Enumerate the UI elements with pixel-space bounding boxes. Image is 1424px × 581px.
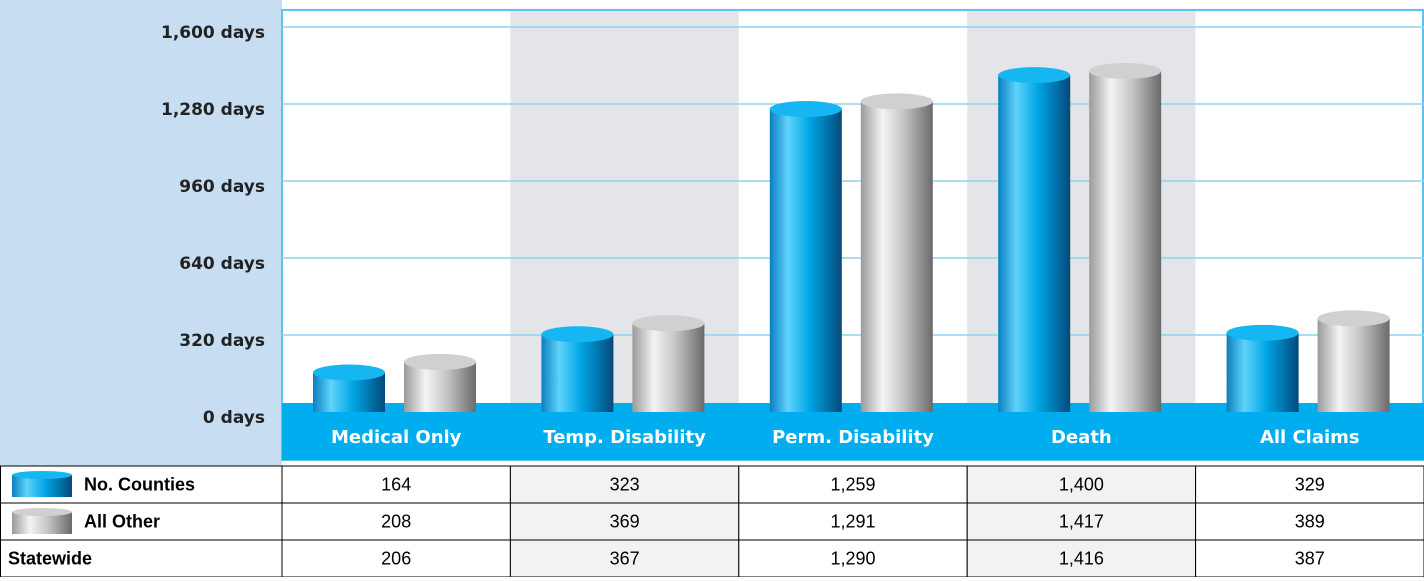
bar-top: [1226, 324, 1299, 341]
legend-icon-top: [12, 471, 72, 479]
table-value: 208: [381, 511, 411, 531]
table-cell-bg: [509, 465, 740, 504]
bar-body: [632, 323, 705, 412]
bar-body: [1089, 71, 1162, 413]
table-value: 1,290: [830, 548, 875, 568]
bar-top: [1089, 63, 1162, 80]
bar: [1226, 324, 1299, 412]
bar: [541, 326, 614, 412]
bar-body: [541, 334, 614, 412]
x-tick-label: Perm. Disability: [772, 427, 934, 448]
bar: [1089, 63, 1162, 413]
x-tick-label: Temp. Disability: [543, 427, 706, 448]
table-value: 323: [610, 474, 640, 494]
y-tick-label: 640 days: [179, 254, 265, 274]
axis-panel: [0, 0, 282, 466]
bar-body: [769, 109, 842, 412]
bar: [632, 315, 705, 412]
y-tick-label: 1,280 days: [161, 100, 265, 120]
table-value: 369: [610, 511, 640, 531]
table-value: 389: [1295, 511, 1325, 531]
table-value: 367: [610, 548, 640, 568]
table-cell-bg: [509, 539, 740, 578]
bar: [313, 364, 385, 412]
legend-icon-body: [12, 512, 72, 534]
table-value: 329: [1295, 474, 1325, 494]
table-value: 1,400: [1059, 474, 1104, 494]
table-value: 1,416: [1059, 548, 1104, 568]
bar-top: [998, 67, 1071, 84]
table-cell-bg: [281, 539, 511, 578]
bar-top: [1317, 310, 1390, 327]
legend-icon: [12, 471, 72, 497]
bar-top: [313, 364, 385, 381]
x-tick-label: Medical Only: [331, 427, 462, 448]
y-tick-label: 320 days: [179, 331, 265, 351]
bar-body: [1317, 318, 1390, 412]
table-value: 1,259: [830, 474, 875, 494]
x-tick-label: Death: [1051, 427, 1112, 448]
table-cell-bg: [281, 465, 511, 504]
bar-top: [769, 101, 842, 118]
table-value: 164: [381, 474, 411, 494]
table-value: 387: [1295, 548, 1325, 568]
category-band: [282, 403, 1424, 460]
bar-top: [632, 315, 705, 332]
table-value: 1,417: [1059, 511, 1104, 531]
column-bg: [282, 10, 511, 410]
bar-body: [404, 361, 476, 412]
table-value: 206: [381, 548, 411, 568]
legend-label: Statewide: [8, 548, 92, 568]
legend-icon-body: [12, 475, 72, 497]
bar-top: [541, 326, 614, 343]
table-value: 1,291: [830, 511, 875, 531]
bar: [998, 67, 1071, 412]
y-tick-label: 0 days: [203, 408, 265, 428]
legend-label: No. Counties: [84, 474, 195, 494]
bar: [860, 93, 933, 413]
y-tick-label: 1,600 days: [161, 23, 265, 43]
legend-icon-top: [12, 508, 72, 516]
y-tick-label: 960 days: [179, 177, 265, 197]
bar-body: [998, 75, 1071, 412]
legend-icon: [12, 508, 72, 534]
table-cell-bg: [1195, 465, 1424, 504]
table-cell-bg: [509, 502, 740, 541]
bar: [404, 353, 476, 412]
bar-body: [860, 101, 933, 413]
table-cell-bg: [738, 539, 968, 578]
legend-label: All Other: [84, 511, 160, 531]
bar: [769, 101, 842, 412]
bar: [1317, 310, 1390, 412]
bar-top: [404, 353, 476, 370]
bar-body: [1226, 332, 1299, 412]
table-cell-bg: [966, 539, 1197, 578]
x-tick-label: All Claims: [1260, 427, 1360, 448]
table-cell-bg: [738, 465, 968, 504]
bar-top: [860, 93, 933, 110]
